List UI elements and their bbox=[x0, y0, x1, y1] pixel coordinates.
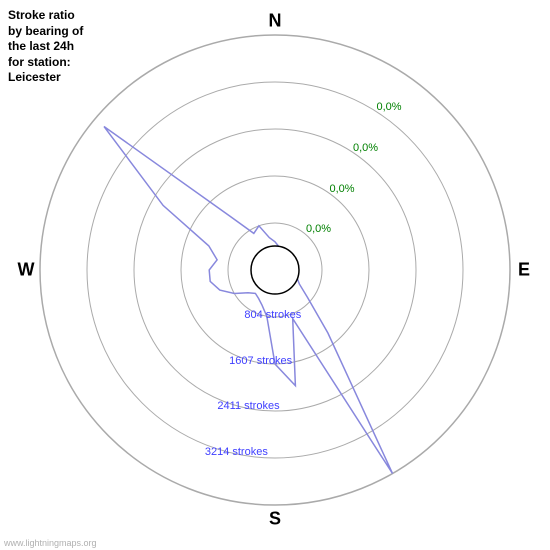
attribution: www.lightningmaps.org bbox=[4, 538, 97, 548]
strokes-label-3: 2411 strokes bbox=[217, 400, 279, 412]
compass-n: N bbox=[269, 11, 282, 32]
pct-label-4: 0,0% bbox=[376, 101, 401, 113]
pct-label-3: 0,0% bbox=[353, 142, 378, 154]
compass-w: W bbox=[18, 260, 35, 281]
chart-container: Stroke ratio by bearing of the last 24h … bbox=[0, 0, 550, 550]
pct-label-2: 0,0% bbox=[329, 183, 354, 195]
pct-label-1: 0,0% bbox=[306, 223, 331, 235]
strokes-label-1: 804 strokes bbox=[244, 309, 301, 321]
strokes-label-2: 1607 strokes bbox=[229, 355, 292, 367]
strokes-label-4: 3214 strokes bbox=[205, 446, 268, 458]
chart-title: Stroke ratio by bearing of the last 24h … bbox=[8, 8, 83, 86]
compass-e: E bbox=[518, 260, 530, 281]
compass-s: S bbox=[269, 509, 281, 530]
